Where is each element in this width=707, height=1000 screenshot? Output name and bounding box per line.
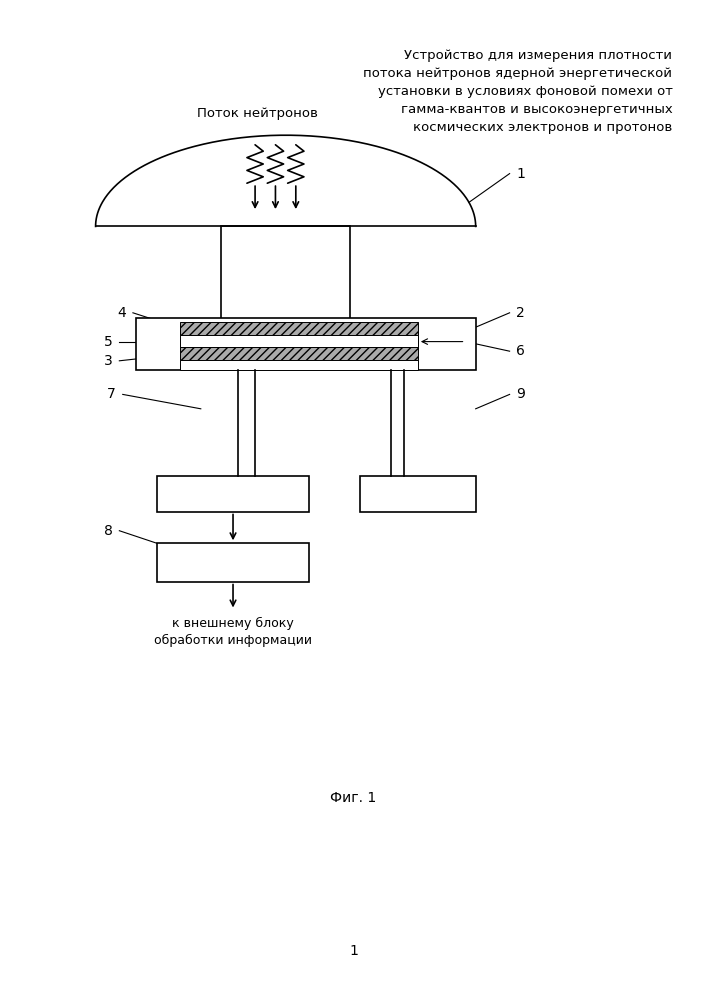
Text: 2: 2 (516, 306, 525, 320)
Text: Поток нейтронов: Поток нейтронов (197, 107, 318, 120)
Text: 4: 4 (117, 306, 126, 320)
Text: 6: 6 (516, 344, 525, 358)
Bar (180, 335, 418, 347)
Bar (361, 476, 476, 512)
Text: Устройство для измерения плотности
потока нейтронов ядерной энергетической
устан: Устройство для измерения плотности поток… (363, 49, 672, 134)
Text: 1: 1 (349, 944, 358, 958)
Text: 9: 9 (516, 387, 525, 401)
Text: 5: 5 (104, 335, 112, 349)
Text: 1: 1 (516, 167, 525, 181)
Bar (180, 347, 418, 360)
Bar (157, 543, 310, 582)
Bar (180, 360, 418, 370)
Bar (157, 476, 310, 512)
Text: Фиг. 1: Фиг. 1 (330, 791, 377, 805)
Polygon shape (95, 135, 476, 226)
Text: 8: 8 (104, 524, 112, 538)
Bar (350, 327, 384, 370)
Bar (136, 318, 476, 370)
Text: 7: 7 (107, 387, 116, 401)
Bar (180, 322, 418, 335)
Text: 3: 3 (104, 354, 112, 368)
Bar (221, 226, 350, 327)
Text: к внешнему блоку
обработки информации: к внешнему блоку обработки информации (154, 617, 312, 647)
